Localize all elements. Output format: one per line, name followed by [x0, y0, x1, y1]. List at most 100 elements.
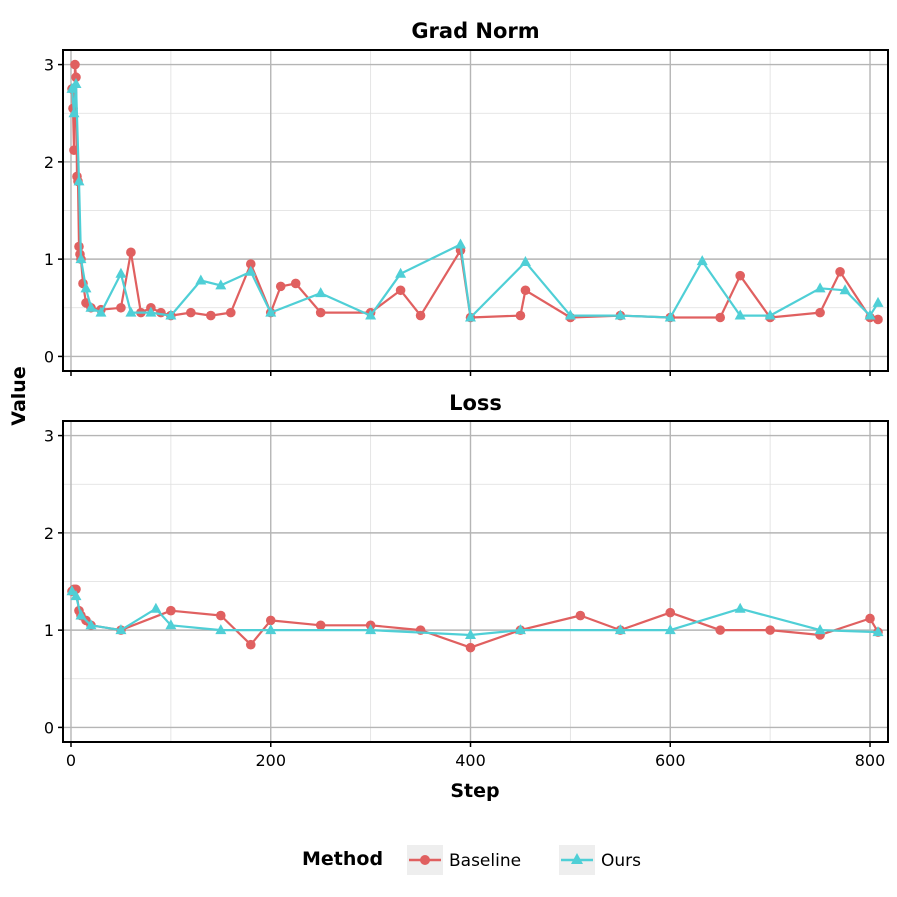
data-point-ours	[95, 306, 107, 317]
data-point-ours	[872, 626, 884, 637]
data-point-ours	[150, 602, 162, 613]
x-tick-label: 200	[255, 751, 286, 770]
data-point-baseline	[206, 310, 216, 321]
panel-frame	[62, 420, 889, 743]
data-point-ours	[764, 309, 776, 320]
data-point-baseline	[275, 281, 286, 292]
data-point-ours	[195, 274, 207, 285]
data-point-baseline	[665, 607, 676, 618]
data-point-ours	[215, 279, 227, 290]
data-point-ours	[564, 309, 576, 320]
data-point-baseline	[515, 310, 526, 321]
y-tick-label: 2	[44, 153, 54, 172]
data-point-ours	[814, 282, 826, 293]
data-point-ours	[265, 306, 277, 317]
grad-norm-panel: 0 1 2 3 Grad Norm	[44, 19, 889, 376]
legend-item-ours[interactable]: Ours	[559, 845, 641, 875]
data-point-ours	[165, 309, 177, 320]
data-point-ours	[664, 311, 676, 322]
data-point-baseline	[873, 314, 883, 325]
legend-marker-ours	[571, 853, 583, 864]
data-point-baseline	[315, 620, 326, 631]
legend-label-ours: Ours	[601, 851, 641, 871]
data-point-ours	[85, 619, 97, 630]
data-point-baseline	[465, 642, 476, 653]
data-point-baseline	[69, 145, 79, 155]
data-point-ours	[696, 255, 708, 266]
y-tick-label: 2	[44, 524, 54, 543]
data-point-baseline	[71, 72, 81, 83]
y-tick-label: 0	[44, 718, 54, 737]
data-point-baseline	[395, 285, 406, 296]
data-point-baseline	[865, 613, 875, 624]
y-axis-label: Value	[8, 366, 30, 425]
data-point-ours	[614, 624, 626, 635]
data-point-ours	[80, 282, 92, 293]
data-point-baseline	[116, 302, 126, 313]
data-point-baseline	[290, 278, 301, 289]
series-line-ours	[70, 82, 879, 319]
data-point-baseline	[715, 312, 726, 323]
data-point-ours	[215, 624, 227, 635]
data-point-ours	[395, 267, 407, 278]
data-point-baseline	[520, 285, 531, 296]
panel-title: Grad Norm	[411, 19, 539, 43]
data-point-ours	[664, 624, 676, 635]
data-point-baseline	[735, 270, 745, 281]
data-point-ours	[734, 602, 746, 613]
data-point-baseline	[315, 307, 326, 318]
data-point-baseline	[70, 59, 80, 70]
legend-item-baseline[interactable]: Baseline	[407, 845, 521, 875]
panel-frame	[62, 49, 889, 372]
data-point-baseline	[265, 615, 276, 626]
data-point-baseline	[575, 610, 586, 621]
legend-label-baseline: Baseline	[449, 851, 521, 871]
data-point-baseline	[715, 625, 726, 635]
data-point-ours	[125, 306, 137, 317]
data-point-ours	[365, 309, 377, 320]
data-point-baseline	[815, 307, 825, 318]
data-point-ours	[245, 265, 257, 276]
data-point-ours	[85, 301, 97, 312]
y-tick-label: 1	[44, 250, 54, 269]
data-point-ours	[734, 309, 746, 320]
loss-panel: 0 1 2 3 0 200 400 600 800 Loss	[44, 391, 889, 770]
data-point-ours	[70, 590, 82, 601]
series-line-baseline	[70, 63, 879, 321]
data-point-ours	[75, 609, 87, 620]
data-point-ours	[814, 624, 826, 635]
x-axis-label: Step	[450, 780, 499, 802]
data-point-baseline	[225, 307, 236, 318]
data-point-ours	[465, 311, 477, 322]
data-point-ours	[165, 619, 177, 630]
legend-marker-baseline	[420, 855, 430, 865]
panel-title: Loss	[449, 391, 502, 415]
data-point-ours	[70, 78, 82, 89]
y-tick-label: 0	[44, 347, 54, 366]
data-point-ours	[614, 309, 626, 320]
y-tick-label: 1	[44, 621, 54, 640]
data-point-ours	[68, 107, 80, 118]
data-point-ours	[465, 629, 477, 639]
data-point-ours	[872, 296, 884, 307]
data-point-ours	[365, 624, 377, 635]
data-point-baseline	[216, 610, 226, 621]
data-point-ours	[145, 306, 157, 317]
data-point-ours	[514, 624, 526, 635]
legend-title: Method	[302, 848, 383, 870]
x-tick-label: 400	[455, 751, 486, 770]
data-point-baseline	[166, 605, 176, 616]
data-point-ours	[115, 624, 127, 635]
data-point-ours	[864, 309, 876, 320]
data-point-ours	[73, 175, 85, 186]
data-point-baseline	[245, 639, 256, 650]
data-point-baseline	[765, 625, 775, 635]
data-point-baseline	[415, 310, 426, 321]
y-tick-label: 3	[44, 427, 54, 446]
data-point-baseline	[835, 266, 845, 277]
data-point-ours	[265, 624, 277, 635]
data-point-baseline	[245, 259, 256, 269]
x-tick-label: 800	[855, 751, 886, 770]
y-tick-label: 3	[44, 56, 54, 75]
